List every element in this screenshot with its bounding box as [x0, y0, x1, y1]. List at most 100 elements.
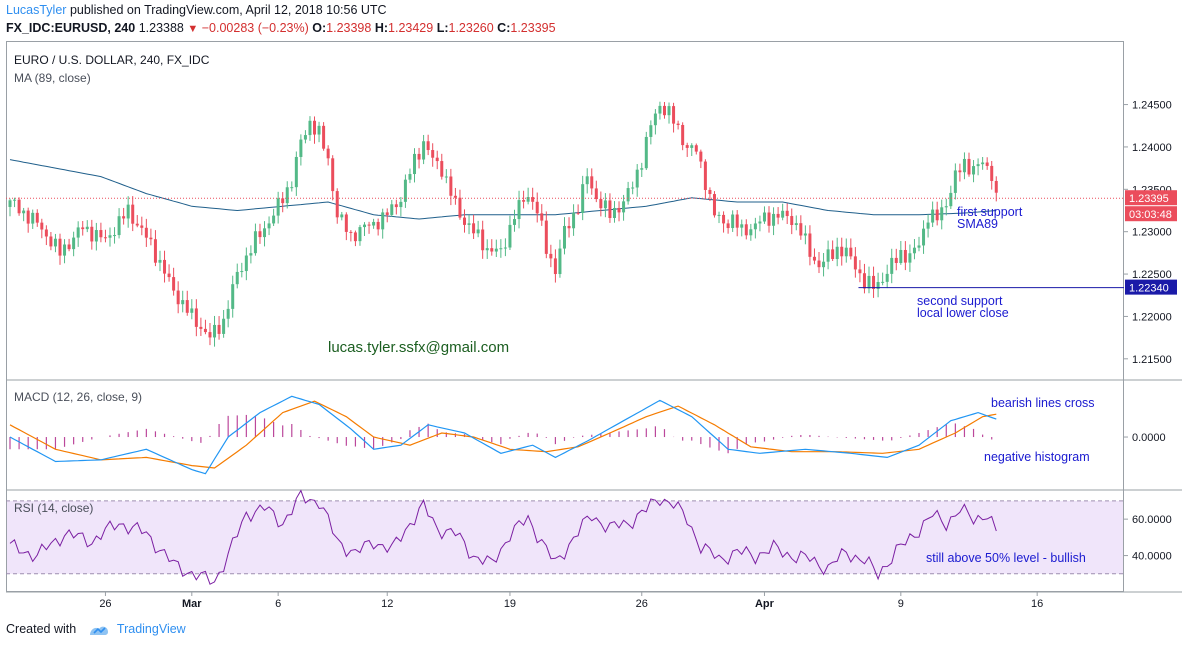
- candle-body: [676, 123, 680, 125]
- last-price-label: 1.23395: [1129, 193, 1169, 205]
- candle-body: [363, 224, 367, 228]
- candle-body: [85, 226, 89, 230]
- low-value: 1.23260: [448, 21, 494, 35]
- rsi-axis-label: 40.0000: [1132, 551, 1172, 563]
- candle-body: [403, 179, 407, 202]
- candle-body: [703, 161, 707, 190]
- candle-body: [353, 232, 357, 242]
- candle-body: [562, 225, 566, 249]
- support-price-label: 1.22340: [1129, 283, 1169, 295]
- second-support-annotation: second support: [917, 294, 1003, 308]
- candle-body: [26, 210, 30, 224]
- candle-body: [922, 228, 926, 246]
- candle-body: [226, 308, 230, 319]
- first-support-annotation: SMA89: [957, 217, 998, 231]
- candle-body: [849, 247, 853, 257]
- candle-body: [758, 221, 762, 224]
- candle-body: [626, 188, 630, 202]
- candle-body: [472, 223, 476, 234]
- close-label: C:: [497, 21, 511, 35]
- candle-body: [767, 212, 771, 226]
- macd-line: [9, 395, 997, 475]
- tradingview-link[interactable]: TradingView: [116, 622, 186, 636]
- candle-body: [585, 176, 589, 185]
- price-axis-label: 1.23000: [1132, 227, 1172, 239]
- candle-body: [385, 212, 389, 215]
- candle-body: [163, 259, 167, 274]
- rsi-line: [9, 489, 997, 585]
- candle-body: [567, 225, 571, 229]
- candle-body: [985, 162, 989, 166]
- candle-body: [785, 210, 789, 217]
- candle-body: [181, 300, 185, 305]
- candle-body: [349, 231, 353, 233]
- candle-body: [13, 199, 17, 201]
- candle-body: [453, 195, 457, 198]
- candle-body: [712, 194, 716, 216]
- candles: [8, 101, 998, 347]
- open-value: 1.23398: [326, 21, 372, 35]
- candle-body: [81, 227, 85, 230]
- candle-body: [203, 328, 207, 333]
- candle-body: [672, 106, 676, 124]
- candle-body: [526, 197, 530, 202]
- candle-body: [326, 148, 330, 159]
- candle-body: [967, 158, 971, 175]
- candle-body: [335, 191, 339, 218]
- candle-body: [512, 219, 516, 225]
- candle-body: [481, 229, 485, 251]
- candle-body: [535, 201, 539, 214]
- candle-body: [172, 277, 176, 291]
- candle-body: [735, 214, 739, 228]
- author-link[interactable]: LucasTyler: [6, 3, 67, 17]
- candle-body: [590, 176, 594, 189]
- candle-body: [372, 221, 376, 226]
- candle-body: [517, 200, 521, 220]
- candle-body: [622, 201, 626, 213]
- price-axis-label: 1.21500: [1132, 354, 1172, 366]
- low-label: L:: [436, 21, 449, 35]
- macd-signal-line: [9, 400, 997, 469]
- tradingview-logo-icon: [89, 626, 108, 635]
- candle-body: [749, 229, 753, 236]
- candle-body: [867, 275, 871, 289]
- candle-body: [49, 236, 53, 247]
- price-axis-label: 1.24500: [1132, 100, 1172, 112]
- candle-body: [831, 249, 835, 260]
- ma89-line: [9, 159, 997, 220]
- candle-body: [953, 170, 957, 193]
- candle-body: [931, 209, 935, 223]
- time-axis-label: 16: [1031, 598, 1043, 610]
- candle-body: [781, 210, 785, 218]
- candle-body: [22, 210, 26, 214]
- candle-body: [958, 170, 962, 173]
- candle-body: [681, 124, 685, 146]
- candle-body: [390, 204, 394, 215]
- support-price-tag: [1125, 279, 1177, 295]
- high-value: 1.23429: [388, 21, 434, 35]
- candle-body: [440, 161, 444, 177]
- candle-body: [508, 224, 512, 248]
- candle-body: [240, 271, 244, 273]
- rsi-band: [7, 500, 1123, 574]
- header-line-2: FX_IDC:EURUSD, 240 1.23388 ▼ −0.00283 (−…: [6, 21, 556, 35]
- candle-body: [303, 135, 307, 140]
- open-label: O:: [312, 21, 327, 35]
- candle-body: [753, 223, 757, 230]
- candle-body: [717, 214, 721, 216]
- candle-body: [35, 212, 39, 223]
- candle-body: [990, 165, 994, 181]
- macd-axis-label: 0.0000: [1132, 432, 1166, 444]
- candle-body: [449, 176, 453, 196]
- candle-body: [113, 235, 117, 237]
- candle-body: [426, 141, 430, 151]
- candle-body: [140, 225, 144, 228]
- candle-body: [917, 245, 921, 248]
- footer: Created with TradingView: [6, 622, 186, 637]
- candle-body: [740, 224, 744, 228]
- candle-body: [381, 212, 385, 230]
- candle-body: [494, 248, 498, 252]
- candle-body: [603, 200, 607, 209]
- last-price-tag: [1125, 190, 1177, 206]
